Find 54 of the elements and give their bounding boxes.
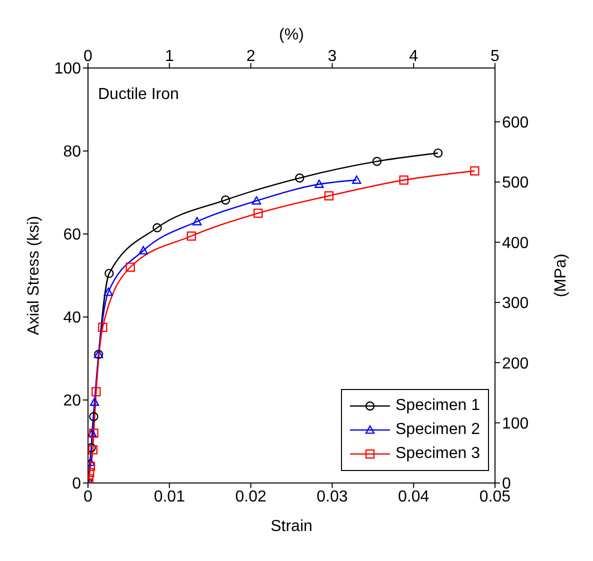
- x-axis-title: Strain: [270, 518, 312, 535]
- point: [433, 148, 443, 158]
- x-tick-label: 0.01: [154, 488, 186, 506]
- y2-tick-label: 200: [502, 355, 529, 372]
- x-tick-label: 0.04: [398, 488, 430, 506]
- y-tick-label: 100: [54, 60, 82, 78]
- x2-tick-label: 5: [490, 48, 500, 65]
- x-tick-label: 0: [84, 488, 93, 506]
- x2-axis-title: (%): [279, 26, 304, 44]
- x2-tick-label: 3: [328, 48, 337, 65]
- point: [254, 208, 263, 218]
- point: [104, 288, 113, 296]
- y-tick-label: 0: [72, 476, 82, 493]
- legend-label: Specimen 1: [396, 397, 480, 415]
- point: [89, 412, 98, 422]
- x-tick-label: 0.03: [316, 488, 348, 506]
- point: [220, 195, 230, 205]
- point: [90, 397, 100, 406]
- y2-tick-label: 600: [502, 114, 529, 132]
- y2-tick-label: 400: [502, 234, 529, 252]
- point: [470, 166, 480, 176]
- annotation: Ductile Iron: [98, 86, 179, 104]
- point: [92, 387, 101, 396]
- point: [352, 175, 362, 184]
- x2-tick-label: 2: [246, 48, 256, 65]
- legend-label: Specimen 2: [396, 421, 480, 439]
- y2-tick-label: 500: [502, 174, 529, 192]
- point: [152, 223, 162, 232]
- y-axis-title: Axial Stress (ksi): [26, 216, 43, 336]
- y-tick-label: 60: [63, 226, 82, 244]
- x2-tick-label: 0: [84, 48, 93, 65]
- point: [138, 246, 148, 254]
- point: [186, 231, 196, 241]
- y-tick-label: 40: [63, 310, 82, 327]
- point: [192, 216, 202, 226]
- y2-axis-title: (MPa): [552, 254, 570, 298]
- point: [295, 173, 304, 183]
- y-tick-label: 20: [63, 392, 82, 410]
- point: [252, 196, 262, 205]
- x-tick-label: 0.02: [235, 488, 266, 506]
- point: [104, 268, 114, 278]
- point: [98, 322, 108, 332]
- y-tick-label: 80: [63, 144, 82, 161]
- point: [314, 180, 324, 188]
- point: [399, 175, 408, 185]
- point: [372, 156, 382, 166]
- y2-tick-label: 300: [502, 295, 529, 312]
- point: [324, 191, 334, 200]
- x-tick-label: 0.05: [479, 488, 511, 506]
- point: [126, 262, 135, 272]
- x2-tick-label: 1: [164, 48, 174, 65]
- legend-label: Specimen 3: [396, 445, 480, 463]
- x2-tick-label: 4: [409, 48, 418, 65]
- y2-tick-label: 100: [502, 415, 529, 432]
